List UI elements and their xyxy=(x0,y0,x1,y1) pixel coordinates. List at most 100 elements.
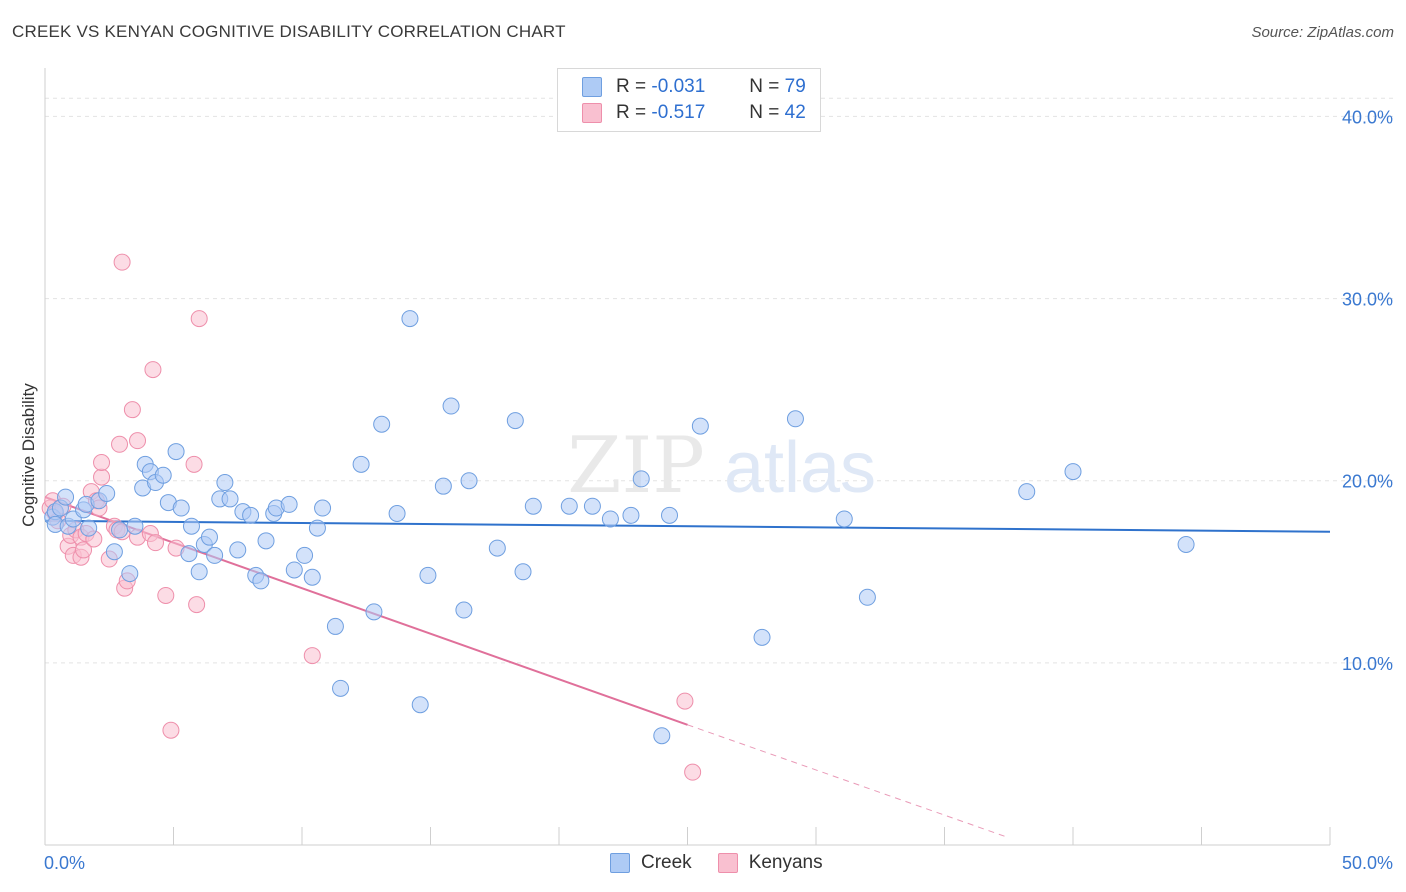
creek-point xyxy=(419,566,437,584)
creek-point xyxy=(111,521,129,539)
kenyans-point xyxy=(147,534,165,552)
creek-point xyxy=(229,541,247,559)
watermark-atlas: atlas xyxy=(724,428,876,508)
kenyans-point xyxy=(162,721,180,739)
creek-point xyxy=(514,563,532,581)
legend-row-creek: R = -0.031 N = 79 xyxy=(582,75,806,99)
legend-n-label: N = xyxy=(749,102,780,123)
legend-r-value: -0.031 xyxy=(651,76,706,97)
creek-point xyxy=(167,443,185,461)
creek-point xyxy=(126,517,144,535)
creek-point xyxy=(326,617,344,635)
creek-point xyxy=(308,519,326,537)
source-label: Source: ZipAtlas.com xyxy=(1251,24,1394,41)
x-tick-label: 0.0% xyxy=(44,853,85,873)
creek-point xyxy=(105,543,123,561)
kenyans-point xyxy=(144,361,162,379)
creek-point xyxy=(365,603,383,621)
watermark-zip: ZIP xyxy=(567,421,705,511)
creek-point xyxy=(352,455,370,473)
creek-point xyxy=(488,539,506,557)
kenyans-point xyxy=(185,455,203,473)
creek-point xyxy=(257,532,275,550)
creek-points xyxy=(44,310,1195,745)
kenyans-point xyxy=(157,586,175,604)
creek-point xyxy=(190,563,208,581)
creek-point xyxy=(583,497,601,515)
creek-point xyxy=(221,490,239,508)
creek-point xyxy=(411,696,429,714)
kenyans-point xyxy=(129,432,147,450)
legend-item-creek: Creek xyxy=(610,852,692,874)
creek-point xyxy=(835,510,853,528)
creek-point xyxy=(314,499,332,517)
kenyans-trend-extension xyxy=(687,724,1009,839)
creek-point xyxy=(786,410,804,428)
y-tick-label: 40.0% xyxy=(1342,107,1393,127)
creek-point xyxy=(180,545,198,563)
x-tick-label: 50.0% xyxy=(1342,853,1393,873)
tick-labels: 10.0% 20.0% 30.0% 40.0% 0.0% 50.0% xyxy=(44,107,1393,873)
creek-point xyxy=(200,528,218,546)
creek-point xyxy=(632,470,650,488)
y-tick-label: 10.0% xyxy=(1342,654,1393,674)
legend-n-label: N = xyxy=(749,76,780,97)
creek-point xyxy=(285,561,303,579)
legend-r-value: -0.517 xyxy=(651,102,706,123)
creek-point xyxy=(80,519,98,537)
kenyans-point xyxy=(93,454,111,471)
creek-point xyxy=(442,397,460,415)
creek-point xyxy=(560,497,578,515)
creek-point xyxy=(601,510,619,528)
creek-point xyxy=(1018,483,1036,501)
creek-legend-label: Creek xyxy=(641,852,692,873)
creek-point xyxy=(252,572,270,590)
creek-point xyxy=(753,628,771,646)
creek-point xyxy=(373,415,391,433)
grid xyxy=(45,97,1395,664)
kenyans-point xyxy=(676,692,694,710)
kenyans-point xyxy=(188,596,206,614)
axes xyxy=(44,68,1331,846)
kenyans-point xyxy=(190,310,208,328)
creek-point xyxy=(524,497,542,515)
creek-point xyxy=(303,568,321,586)
legend-r-label: R = xyxy=(616,102,647,123)
y-tick-label: 30.0% xyxy=(1342,290,1393,310)
kenyans-legend-swatch xyxy=(717,853,738,873)
series-legend: Creek Kenyans xyxy=(610,852,849,874)
chart-title: CREEK VS KENYAN COGNITIVE DISABILITY COR… xyxy=(12,22,566,41)
creek-point xyxy=(154,466,172,484)
creek-point xyxy=(460,472,478,490)
kenyans-point xyxy=(684,763,702,781)
creek-point xyxy=(506,412,524,430)
creek-point xyxy=(401,310,419,328)
creek-point xyxy=(280,495,298,513)
y-tick-label: 20.0% xyxy=(1342,472,1393,492)
creek-point xyxy=(182,517,200,535)
creek-point xyxy=(216,474,234,492)
kenyans-point xyxy=(111,435,129,453)
kenyans-point xyxy=(75,541,93,559)
creek-point xyxy=(332,679,350,697)
y-axis-label: Cognitive Disability xyxy=(19,383,38,527)
kenyans-point xyxy=(93,468,111,486)
kenyans-legend-label: Kenyans xyxy=(748,852,823,873)
creek-point xyxy=(1177,535,1195,553)
creek-point xyxy=(691,417,709,435)
creek-point xyxy=(206,546,224,564)
legend-row-kenyans: R = -0.517 N = 42 xyxy=(582,101,806,125)
creek-point xyxy=(858,588,876,606)
creek-point xyxy=(98,484,116,502)
creek-point xyxy=(434,477,452,495)
creek-point xyxy=(1064,463,1082,481)
creek-point xyxy=(622,506,640,524)
creek-trend-line xyxy=(44,519,1331,533)
creek-point xyxy=(296,546,314,564)
creek-point xyxy=(388,505,406,522)
kenyans-points xyxy=(41,253,702,781)
creek-point xyxy=(242,506,260,524)
creek-point xyxy=(661,506,679,524)
creek-point xyxy=(653,727,671,745)
